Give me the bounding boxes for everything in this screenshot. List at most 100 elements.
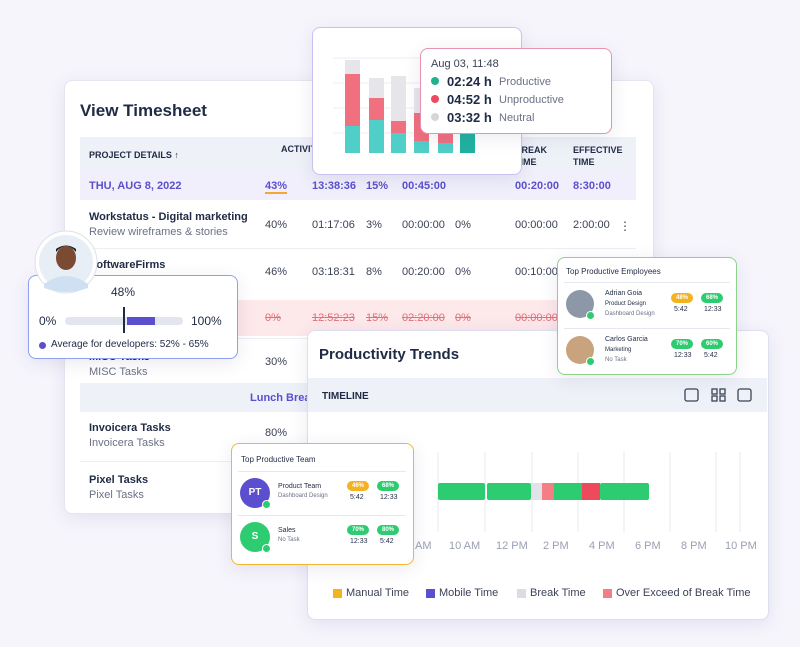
hour-label: 2 PM — [543, 540, 569, 552]
row-subtitle: Pixel Tasks — [89, 489, 144, 501]
dot — [431, 113, 439, 121]
row-cell: 01:17:06 — [312, 219, 355, 231]
hour-label: 12 PM — [496, 540, 528, 552]
row-cell: 15% — [366, 312, 389, 324]
legend-label: Mobile Time — [439, 587, 499, 599]
row-cell: 00:10:00 — [515, 266, 558, 278]
person-task: Dashboard Design — [605, 311, 655, 317]
column-header: ACTIVITY — [281, 144, 323, 154]
row-subtitle: Review wireframes & stories — [89, 226, 228, 238]
timeline — [437, 452, 741, 532]
hour-label: 4 PM — [589, 540, 615, 552]
column-header: EFFECTIVE TIME — [573, 145, 623, 167]
dot — [431, 95, 439, 103]
tooltip-time: Aug 03, 11:48 — [431, 58, 499, 70]
tooltip-value: 02:24 h — [447, 74, 492, 89]
legend-swatch — [426, 589, 435, 598]
score-badge: 48% — [671, 293, 693, 303]
team-task: No Task — [278, 537, 300, 543]
row-title: Pixel Tasks — [89, 474, 149, 486]
tooltip: Aug 03, 11:48 02:24 h Productive 04:52 h… — [420, 48, 612, 134]
row-cell: 03:18:31 — [312, 266, 355, 278]
tab-bar — [308, 378, 767, 412]
row-cell: 30% — [265, 356, 288, 368]
icon[interactable] — [711, 388, 726, 402]
team-name: Product Team — [278, 483, 322, 490]
tooltip-value: 04:52 h — [447, 92, 492, 107]
min-label: 0% — [39, 314, 57, 328]
person-name: Carlos Garcia — [605, 336, 648, 343]
row-cell: 0% — [455, 312, 471, 324]
row-title: Workstatus - Digital marketing — [89, 211, 248, 223]
row-cell: 0% — [455, 219, 471, 231]
row-cell: 40% — [265, 219, 288, 231]
team-title: Top Productive Team — [241, 455, 316, 464]
legend-swatch — [517, 589, 526, 598]
row-cell: 12:52:23 — [312, 312, 355, 324]
row-cell: 00:00:00 — [515, 312, 558, 324]
legend-label: Break Time — [530, 587, 586, 599]
legend-label: Over Exceed of Break Time — [616, 587, 751, 599]
person-role: Marketing — [605, 347, 632, 353]
tooltip-value: 03:32 h — [447, 110, 492, 125]
row-cell: 0% — [265, 312, 281, 324]
time: 12:33 — [380, 494, 398, 501]
score-badge: 68% — [701, 293, 723, 303]
avatar — [34, 230, 98, 294]
row-title: Invoicera Tasks — [89, 422, 171, 434]
summary-cell: 15% — [366, 180, 389, 192]
person-name: Adrian Goia — [605, 290, 642, 297]
hour-label: 6 PM — [635, 540, 661, 552]
dot — [431, 77, 439, 85]
tooltip-label: Unproductive — [499, 94, 564, 106]
divider — [238, 471, 406, 472]
row-cell: 00:00:00 — [515, 219, 558, 231]
divider — [80, 248, 636, 249]
hour-label: AM — [415, 540, 432, 552]
row-subtitle: MISC Tasks — [89, 366, 148, 378]
time: 12:33 — [674, 352, 692, 359]
status-dot — [586, 357, 595, 366]
marker — [123, 307, 125, 333]
time: 5:42 — [380, 538, 394, 545]
summary-row — [80, 172, 636, 200]
score-badge: 46% — [347, 481, 369, 491]
icon[interactable] — [737, 388, 752, 402]
row-cell: 00:00:00 — [402, 219, 445, 231]
row-cell: 2:00:00 — [573, 219, 610, 231]
score-badge: 70% — [671, 339, 693, 349]
row-cell: 80% — [265, 427, 288, 439]
timesheet-title: View Timesheet — [80, 101, 207, 120]
developer-note: Average for developers: 52% - 65% — [51, 339, 209, 350]
row-cell: 02:20:00 — [402, 312, 445, 324]
trends-title: Productivity Trends — [319, 346, 460, 363]
row-cell: 00:20:00 — [402, 266, 445, 278]
time: 12:33 — [704, 306, 722, 313]
legend-label: Manual Time — [346, 587, 409, 599]
tab[interactable]: TIMELINE — [322, 391, 369, 402]
score-badge: 80% — [377, 525, 399, 535]
time: 5:42 — [704, 352, 718, 359]
developer-value: 48% — [111, 285, 136, 299]
time: 5:42 — [674, 306, 688, 313]
row-subtitle: Invoicera Tasks — [89, 437, 165, 449]
icon[interactable] — [684, 388, 699, 402]
summary-cell: THU, AUG 8, 2022 — [89, 180, 182, 192]
tooltip-label: Productive — [499, 76, 551, 88]
summary-cell: 00:20:00 — [515, 180, 560, 192]
status-dot — [262, 544, 271, 553]
score-badge: 60% — [701, 339, 723, 349]
summary-cell: 43% — [265, 180, 288, 192]
hour-label: 8 PM — [681, 540, 707, 552]
more-icon[interactable]: ⋮ — [619, 219, 631, 233]
range — [127, 317, 155, 325]
row-cell: 3% — [366, 219, 382, 231]
summary-cell: 8:30:00 — [573, 180, 611, 192]
employees-title: Top Productive Employees — [566, 267, 661, 276]
underline — [265, 192, 287, 194]
toolbar-icons — [684, 388, 752, 402]
max-label: 100% — [191, 314, 222, 328]
person-task: No Task — [605, 357, 627, 363]
team-task: Dashboard Design — [278, 493, 328, 499]
